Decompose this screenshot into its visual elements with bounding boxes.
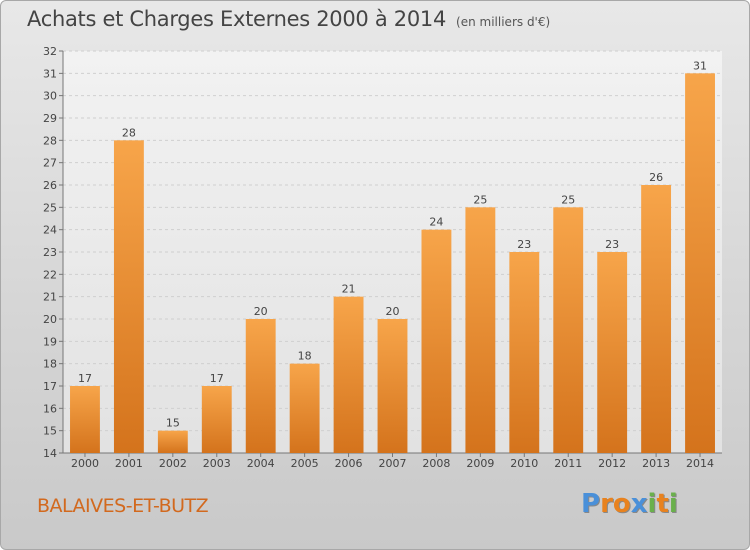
data-label: 24: [429, 216, 443, 229]
y-tick-label: 31: [43, 67, 57, 80]
bar-2008: [421, 229, 452, 453]
y-tick-label: 24: [43, 224, 57, 237]
bar-2004: [245, 319, 276, 453]
data-label: 25: [473, 193, 487, 206]
unit-label: (en milliers d'€): [456, 15, 551, 29]
y-tick-label: 14: [43, 447, 57, 460]
y-tick-label: 30: [43, 90, 57, 103]
x-tick-label: 2007: [379, 457, 407, 470]
chart-title: Achats et Charges Externes 2000 à 2014 (e…: [27, 7, 550, 31]
x-tick-label: 2009: [466, 457, 494, 470]
x-tick-label: 2014: [686, 457, 714, 470]
data-label: 25: [561, 193, 575, 206]
y-tick-label: 23: [43, 246, 57, 259]
place-name: BALAIVES-ET-BUTZ: [37, 495, 209, 517]
logo-letter: o: [612, 489, 631, 519]
x-axis-ticks: 2000 2001 2002 2003 2004 2005 2006 2007 2008 2009…: [71, 453, 714, 470]
data-label: 17: [210, 372, 224, 385]
data-label: 23: [605, 238, 619, 251]
bar-2009: [465, 207, 496, 453]
bar-2002: [157, 430, 188, 453]
y-tick-label: 26: [43, 179, 57, 192]
bar-2007: [377, 319, 408, 453]
data-label: 26: [649, 171, 663, 184]
proxiti-logo: Proxiti: [581, 489, 678, 519]
bar-2003: [201, 386, 232, 453]
x-tick-label: 2005: [291, 457, 319, 470]
title-text: Achats et Charges Externes 2000 à 2014: [27, 7, 447, 31]
data-label: 23: [517, 238, 531, 251]
y-tick-label: 15: [43, 425, 57, 438]
x-tick-label: 2013: [642, 457, 670, 470]
logo-letter: P: [581, 489, 601, 519]
x-tick-label: 2003: [203, 457, 231, 470]
y-tick-label: 27: [43, 157, 57, 170]
x-tick-label: 2012: [598, 457, 626, 470]
bar-2013: [641, 185, 672, 453]
x-tick-label: 2006: [335, 457, 363, 470]
x-tick-label: 2004: [247, 457, 275, 470]
y-tick-label: 28: [43, 134, 57, 147]
data-label: 31: [693, 59, 707, 72]
x-tick-label: 2001: [115, 457, 143, 470]
y-axis-ticks: 14 15 16 17 18 19 20 21 22 23 24 25 26 27 28 29 30 31 32: [43, 45, 57, 460]
y-tick-label: 25: [43, 201, 57, 214]
logo-letter: i: [647, 489, 657, 519]
y-tick-label: 20: [43, 313, 57, 326]
x-tick-label: 2002: [159, 457, 187, 470]
logo-letter: x: [630, 489, 648, 519]
bar-2000: [70, 386, 100, 453]
x-tick-label: 2008: [422, 457, 450, 470]
bar-2011: [553, 207, 584, 453]
x-tick-label: 2010: [510, 457, 538, 470]
bar-2010: [509, 252, 540, 453]
logo-letter: r: [600, 489, 613, 519]
data-label: 28: [122, 126, 136, 139]
y-tick-label: 21: [43, 291, 57, 304]
y-tick-label: 16: [43, 402, 57, 415]
bar-2005: [289, 363, 320, 453]
data-label: 15: [166, 417, 180, 430]
x-tick-label: 2000: [71, 457, 99, 470]
y-tick-label: 19: [43, 335, 57, 348]
bars: [70, 73, 715, 454]
logo-letter: t: [656, 489, 669, 519]
bar-2001: [113, 140, 144, 454]
y-tick-label: 18: [43, 358, 57, 371]
data-label: 20: [254, 305, 268, 318]
y-tick-label: 22: [43, 268, 57, 281]
data-labels: 17 28 15 17 20 18 21 20 24 25 23 25 23 26 31: [78, 59, 707, 429]
data-label: 20: [386, 305, 400, 318]
logo-letter: i: [668, 489, 678, 519]
bar-2012: [597, 252, 628, 453]
data-label: 17: [78, 372, 92, 385]
y-tick-label: 29: [43, 112, 57, 125]
x-tick-label: 2011: [554, 457, 582, 470]
bar-2014: [685, 73, 715, 453]
y-tick-label: 32: [43, 45, 57, 58]
data-label: 21: [342, 283, 356, 296]
bar-2006: [333, 296, 364, 453]
y-tick-label: 17: [43, 380, 57, 393]
data-label: 18: [298, 350, 312, 363]
